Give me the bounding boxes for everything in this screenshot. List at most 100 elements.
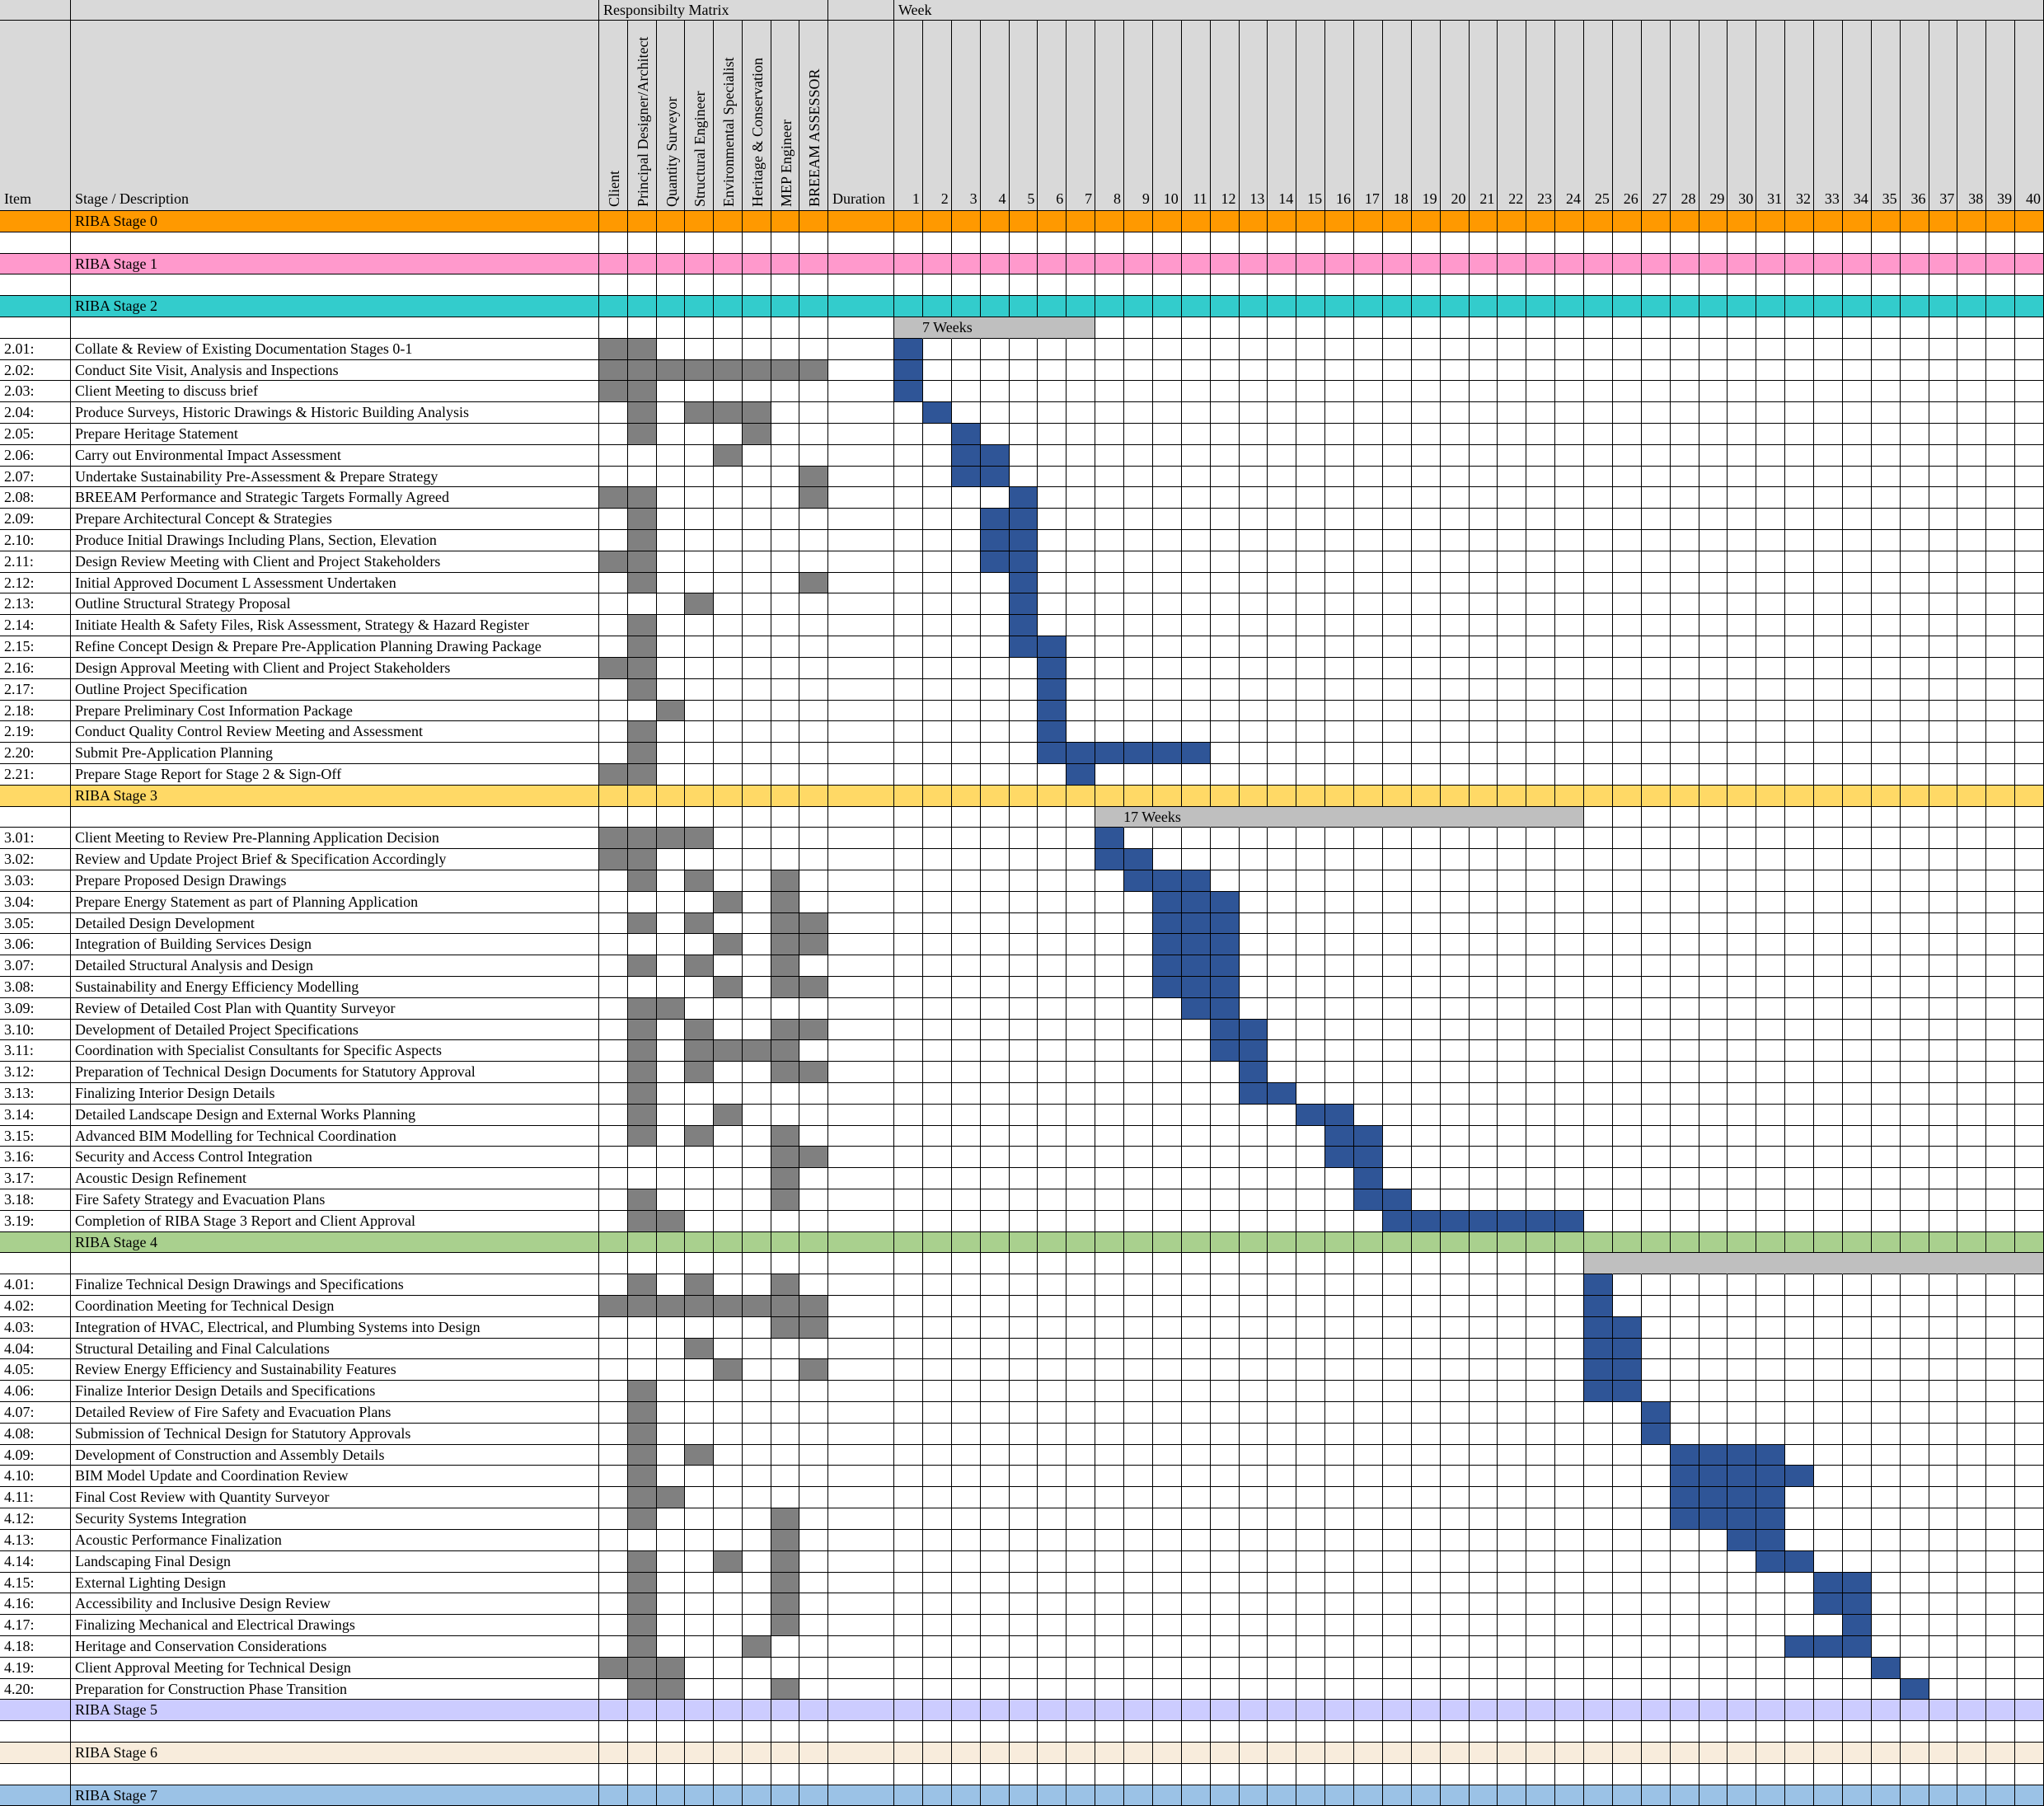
responsibility-cell[interactable] bbox=[627, 934, 657, 955]
week-cell[interactable] bbox=[1325, 1211, 1354, 1232]
week-cell[interactable] bbox=[1584, 381, 1613, 402]
week-cell[interactable] bbox=[1440, 339, 1470, 360]
week-cell[interactable] bbox=[1239, 1274, 1268, 1296]
responsibility-cell[interactable] bbox=[599, 955, 628, 977]
week-cell[interactable] bbox=[1641, 1189, 1671, 1211]
week-cell[interactable] bbox=[1239, 892, 1268, 913]
week-cell[interactable] bbox=[1555, 1126, 1584, 1147]
week-cell[interactable] bbox=[1670, 892, 1699, 913]
week-cell[interactable] bbox=[894, 296, 923, 317]
week-cell[interactable] bbox=[1411, 998, 1441, 1020]
week-cell[interactable] bbox=[2015, 764, 2044, 786]
responsibility-cell[interactable] bbox=[714, 254, 743, 274]
week-cell[interactable] bbox=[1986, 1615, 2016, 1636]
week-cell[interactable] bbox=[1095, 679, 1124, 701]
week-cell[interactable] bbox=[1842, 1317, 1872, 1339]
week-cell[interactable] bbox=[1986, 1168, 2016, 1189]
week-cell[interactable] bbox=[1498, 764, 1527, 786]
week-cell[interactable] bbox=[1612, 977, 1642, 998]
responsibility-cell[interactable] bbox=[799, 1168, 828, 1189]
week-cell[interactable] bbox=[1124, 892, 1153, 913]
week-cell[interactable] bbox=[1268, 1445, 1297, 1466]
week-cell[interactable] bbox=[1900, 1530, 1929, 1551]
duration-cell[interactable] bbox=[828, 1615, 894, 1636]
responsibility-cell[interactable] bbox=[599, 296, 628, 317]
week-cell[interactable] bbox=[1871, 1764, 1901, 1785]
week-cell[interactable] bbox=[1268, 402, 1297, 424]
item-cell[interactable]: 2.17: bbox=[0, 679, 71, 701]
week-cell[interactable] bbox=[951, 1466, 981, 1487]
week-cell[interactable] bbox=[1009, 998, 1038, 1020]
week-cell[interactable] bbox=[1728, 1743, 1757, 1764]
responsibility-cell[interactable] bbox=[799, 679, 828, 701]
week-cell[interactable] bbox=[1641, 381, 1671, 402]
week-cell[interactable] bbox=[980, 296, 1010, 317]
week-cell[interactable] bbox=[1612, 679, 1642, 701]
responsibility-cell[interactable] bbox=[656, 1062, 686, 1083]
week-cell[interactable] bbox=[1181, 1658, 1211, 1679]
week-cell[interactable] bbox=[1382, 593, 1412, 615]
responsibility-cell[interactable] bbox=[627, 1296, 657, 1317]
week-cell[interactable] bbox=[1210, 317, 1240, 339]
responsibility-cell[interactable] bbox=[599, 1743, 628, 1764]
week-cell[interactable] bbox=[1555, 1232, 1584, 1253]
week-cell[interactable] bbox=[1584, 1743, 1613, 1764]
week-cell[interactable] bbox=[922, 828, 952, 849]
responsibility-cell[interactable] bbox=[742, 424, 771, 445]
week-cell[interactable] bbox=[1871, 615, 1901, 636]
week-cell[interactable] bbox=[1411, 1743, 1441, 1764]
week-cell[interactable] bbox=[1382, 1636, 1412, 1658]
week-cell[interactable] bbox=[1842, 381, 1872, 402]
week-cell[interactable] bbox=[1785, 1232, 1814, 1253]
week-cell[interactable] bbox=[1756, 977, 1786, 998]
week-cell[interactable] bbox=[1871, 1743, 1901, 1764]
responsibility-cell[interactable] bbox=[627, 870, 657, 892]
week-cell[interactable] bbox=[894, 1636, 923, 1658]
week-cell[interactable] bbox=[1296, 1615, 1326, 1636]
week-cell[interactable] bbox=[1929, 467, 1958, 487]
week-cell[interactable] bbox=[1498, 1424, 1527, 1445]
week-cell[interactable] bbox=[1871, 1636, 1901, 1658]
week-cell[interactable] bbox=[1038, 487, 1067, 509]
gantt-bar-cell[interactable] bbox=[1699, 1508, 1728, 1530]
week-cell[interactable] bbox=[1957, 317, 1987, 339]
week-cell[interactable] bbox=[1555, 658, 1584, 679]
week-cell[interactable] bbox=[1612, 360, 1642, 381]
week-cell[interactable] bbox=[1469, 1083, 1498, 1105]
week-cell[interactable] bbox=[1526, 743, 1556, 764]
responsibility-cell[interactable] bbox=[685, 743, 714, 764]
week-cell[interactable] bbox=[2015, 955, 2044, 977]
week-cell[interactable] bbox=[1526, 1168, 1556, 1189]
week-cell[interactable] bbox=[1814, 467, 1843, 487]
week-cell[interactable] bbox=[1498, 467, 1527, 487]
week-cell[interactable] bbox=[1900, 955, 1929, 977]
week-cell[interactable] bbox=[1814, 509, 1843, 530]
week-cell[interactable] bbox=[1067, 955, 1096, 977]
week-cell[interactable] bbox=[1986, 764, 2016, 786]
week-cell[interactable] bbox=[1814, 1402, 1843, 1424]
week-cell[interactable] bbox=[1382, 296, 1412, 317]
week-cell[interactable] bbox=[1296, 1445, 1326, 1466]
week-cell[interactable] bbox=[1555, 1573, 1584, 1593]
week-cell[interactable] bbox=[1584, 1402, 1613, 1424]
week-cell[interactable] bbox=[1095, 1573, 1124, 1593]
week-cell[interactable] bbox=[1498, 1381, 1527, 1402]
week-cell[interactable] bbox=[1296, 487, 1326, 509]
gantt-bar-cell[interactable] bbox=[1728, 1508, 1757, 1530]
week-cell[interactable] bbox=[1152, 381, 1182, 402]
week-cell[interactable] bbox=[1900, 1253, 1929, 1274]
week-cell[interactable] bbox=[1641, 1359, 1671, 1381]
week-cell[interactable] bbox=[894, 1615, 923, 1636]
week-cell[interactable] bbox=[1239, 1636, 1268, 1658]
week-cell[interactable] bbox=[1756, 1381, 1786, 1402]
week-cell[interactable] bbox=[1440, 807, 1470, 828]
week-cell[interactable] bbox=[1900, 786, 1929, 807]
week-cell[interactable] bbox=[1124, 807, 1153, 828]
responsibility-cell[interactable] bbox=[771, 1296, 800, 1317]
week-cell[interactable] bbox=[1181, 509, 1211, 530]
week-cell[interactable] bbox=[1268, 764, 1297, 786]
week-cell[interactable] bbox=[1296, 679, 1326, 701]
responsibility-cell[interactable] bbox=[742, 701, 771, 721]
description-cell[interactable]: Acoustic Design Refinement bbox=[71, 1168, 599, 1189]
week-cell[interactable] bbox=[1411, 381, 1441, 402]
